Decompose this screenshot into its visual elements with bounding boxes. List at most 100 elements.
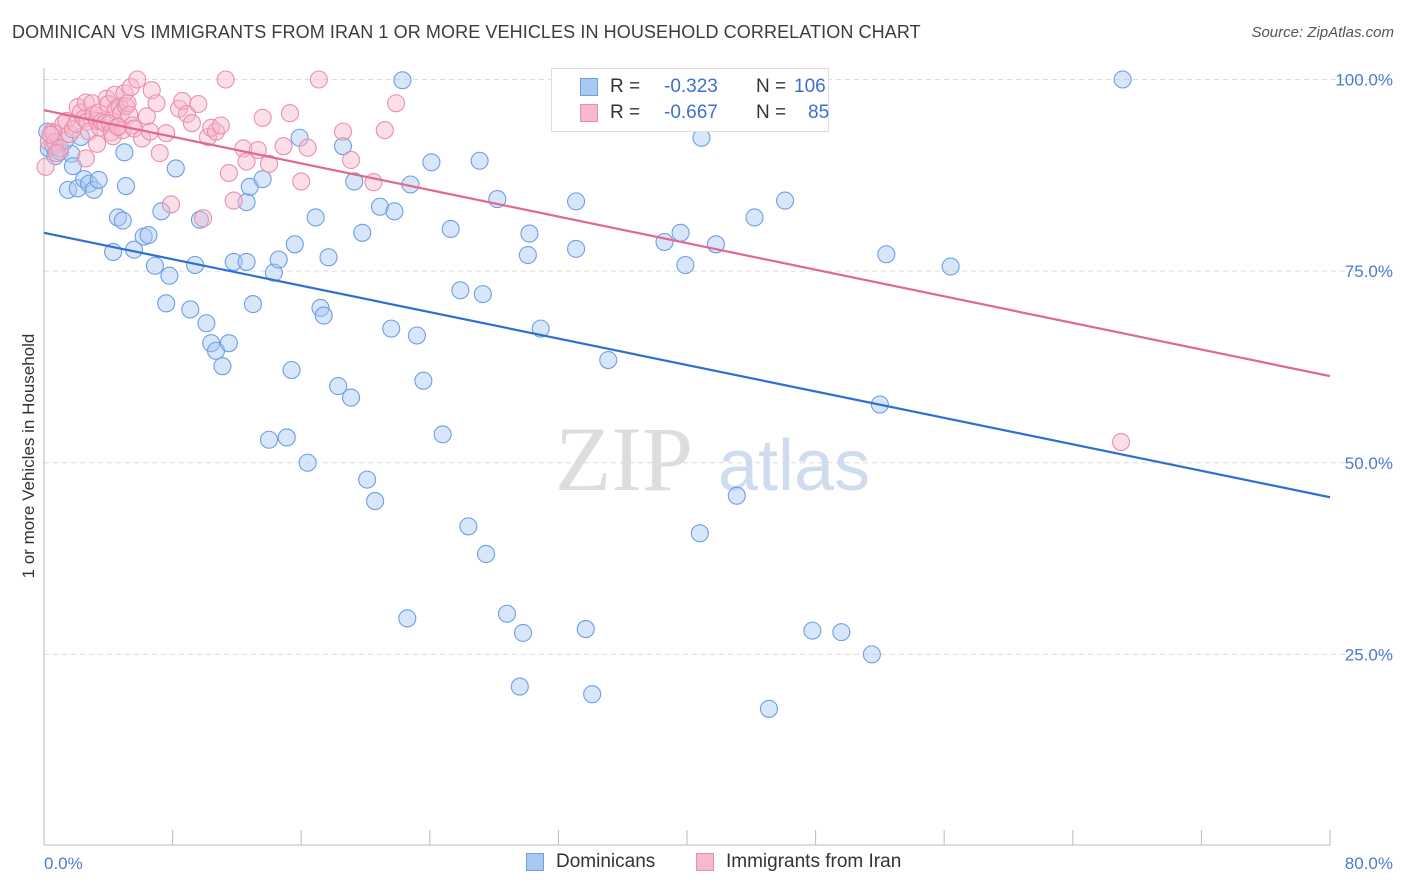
dominican-point	[259, 430, 279, 449]
dominican-point	[157, 294, 176, 313]
dominican-point	[145, 256, 164, 275]
iran-point	[216, 70, 235, 89]
iran-point	[150, 144, 169, 163]
iran-point	[44, 124, 63, 143]
watermark-zip: ZIP	[555, 408, 693, 510]
dominican-point	[197, 314, 216, 333]
dominican-point	[139, 226, 158, 245]
legend-r-value: -0.667	[664, 102, 718, 123]
dominican-point	[243, 295, 263, 314]
iran-point	[253, 108, 272, 127]
trend-line-dominicans	[43, 231, 1331, 499]
dominican-point	[116, 176, 136, 196]
dominican-point	[115, 143, 134, 162]
dominican-point	[370, 197, 390, 216]
iran-point	[333, 122, 353, 141]
dominican-point	[531, 319, 550, 338]
iran-point	[104, 127, 123, 146]
dominican-point	[282, 360, 301, 380]
dominican-point	[319, 248, 338, 267]
dominican-point	[219, 334, 238, 353]
dominican-point	[398, 609, 417, 628]
iran-point	[298, 138, 317, 157]
iran-point	[309, 70, 328, 89]
iran-point	[120, 105, 139, 124]
iran-point	[161, 195, 181, 214]
dominican-point	[329, 377, 348, 396]
y-tick-label: 100.0%	[1335, 71, 1393, 90]
dominican-point	[407, 326, 426, 345]
dominican-point	[166, 159, 185, 178]
legend-n-value: 85	[808, 102, 830, 123]
dominican-point	[414, 371, 433, 390]
trend-lines	[43, 109, 1331, 499]
dominican-point	[862, 645, 881, 664]
dominican-point	[285, 235, 304, 254]
iran-point	[224, 191, 243, 210]
legend-item-iran[interactable]: Immigrants from Iran	[696, 851, 901, 873]
blue-swatch-icon	[526, 853, 544, 871]
stats-legend: R = -0.323 N = 106 R = -0.667 N = 85	[551, 68, 829, 132]
bottom-legend: Dominicans Immigrants from Iran	[0, 851, 1406, 877]
y-tick-label: 75.0%	[1345, 262, 1393, 281]
iran-point	[83, 94, 102, 113]
tick-labels: 100.0% 75.0% 50.0% 25.0% 0.0% 80.0%	[44, 71, 1393, 874]
dominican-point	[277, 428, 296, 447]
dominican-point	[513, 623, 533, 642]
dominican-point	[803, 621, 822, 640]
watermark-atlas: atlas	[718, 426, 870, 506]
dominican-point	[181, 300, 200, 319]
dominican-point	[113, 211, 132, 230]
dominican-point	[269, 250, 288, 269]
legend-r-label: R =	[610, 76, 641, 97]
trend-line-iran	[43, 109, 1331, 378]
dominican-point	[366, 492, 385, 511]
iran-point	[128, 70, 147, 89]
iran-point	[194, 209, 213, 228]
dominican-point	[68, 179, 87, 198]
watermark: ZIP atlas	[555, 408, 870, 510]
dominican-point	[306, 208, 325, 227]
dominican-point	[470, 151, 489, 170]
iran-point	[41, 125, 60, 144]
dominican-point	[583, 685, 602, 704]
dominican-point	[1113, 70, 1132, 89]
legend-row-iran: R = -0.667 N = 85	[552, 100, 829, 126]
dominican-point	[341, 388, 361, 407]
dominican-point	[393, 71, 412, 90]
dominican-point	[152, 202, 171, 221]
legend-row-dominicans: R = -0.323 N = 106	[552, 74, 826, 100]
dominican-point	[518, 245, 537, 265]
dominican-point	[190, 210, 209, 229]
dominican-point	[84, 180, 103, 199]
iran-point	[206, 122, 226, 141]
dominican-point	[832, 623, 851, 642]
pink-swatch-icon	[580, 104, 598, 122]
y-axis-label: 1 or more Vehicles in Household	[19, 334, 38, 579]
dominican-point	[253, 170, 272, 189]
dominican-point	[345, 172, 364, 191]
dominican-point	[333, 137, 353, 156]
dominican-point	[671, 223, 690, 242]
pink-swatch-icon	[696, 853, 714, 871]
dominican-point	[213, 357, 232, 376]
dominican-point	[745, 208, 764, 227]
dominican-point	[473, 285, 492, 304]
dominican-point	[224, 252, 243, 271]
legend-r-value: -0.323	[664, 76, 718, 97]
iran-point	[54, 114, 73, 134]
dominican-point	[353, 223, 372, 242]
dominican-point	[510, 677, 529, 696]
dominican-point	[160, 266, 179, 285]
iran-point	[63, 120, 82, 139]
iran-point	[189, 94, 208, 114]
y-tick-label: 25.0%	[1345, 645, 1393, 664]
dominican-point	[298, 453, 317, 472]
dominican-point	[314, 306, 333, 325]
legend-item-dominicans[interactable]: Dominicans	[526, 851, 655, 873]
iran-point	[147, 94, 166, 113]
chart-title: DOMINICAN VS IMMIGRANTS FROM IRAN 1 OR M…	[12, 22, 921, 42]
iran-point	[375, 121, 394, 140]
dominican-point	[385, 202, 404, 221]
dominican-point	[576, 620, 595, 639]
